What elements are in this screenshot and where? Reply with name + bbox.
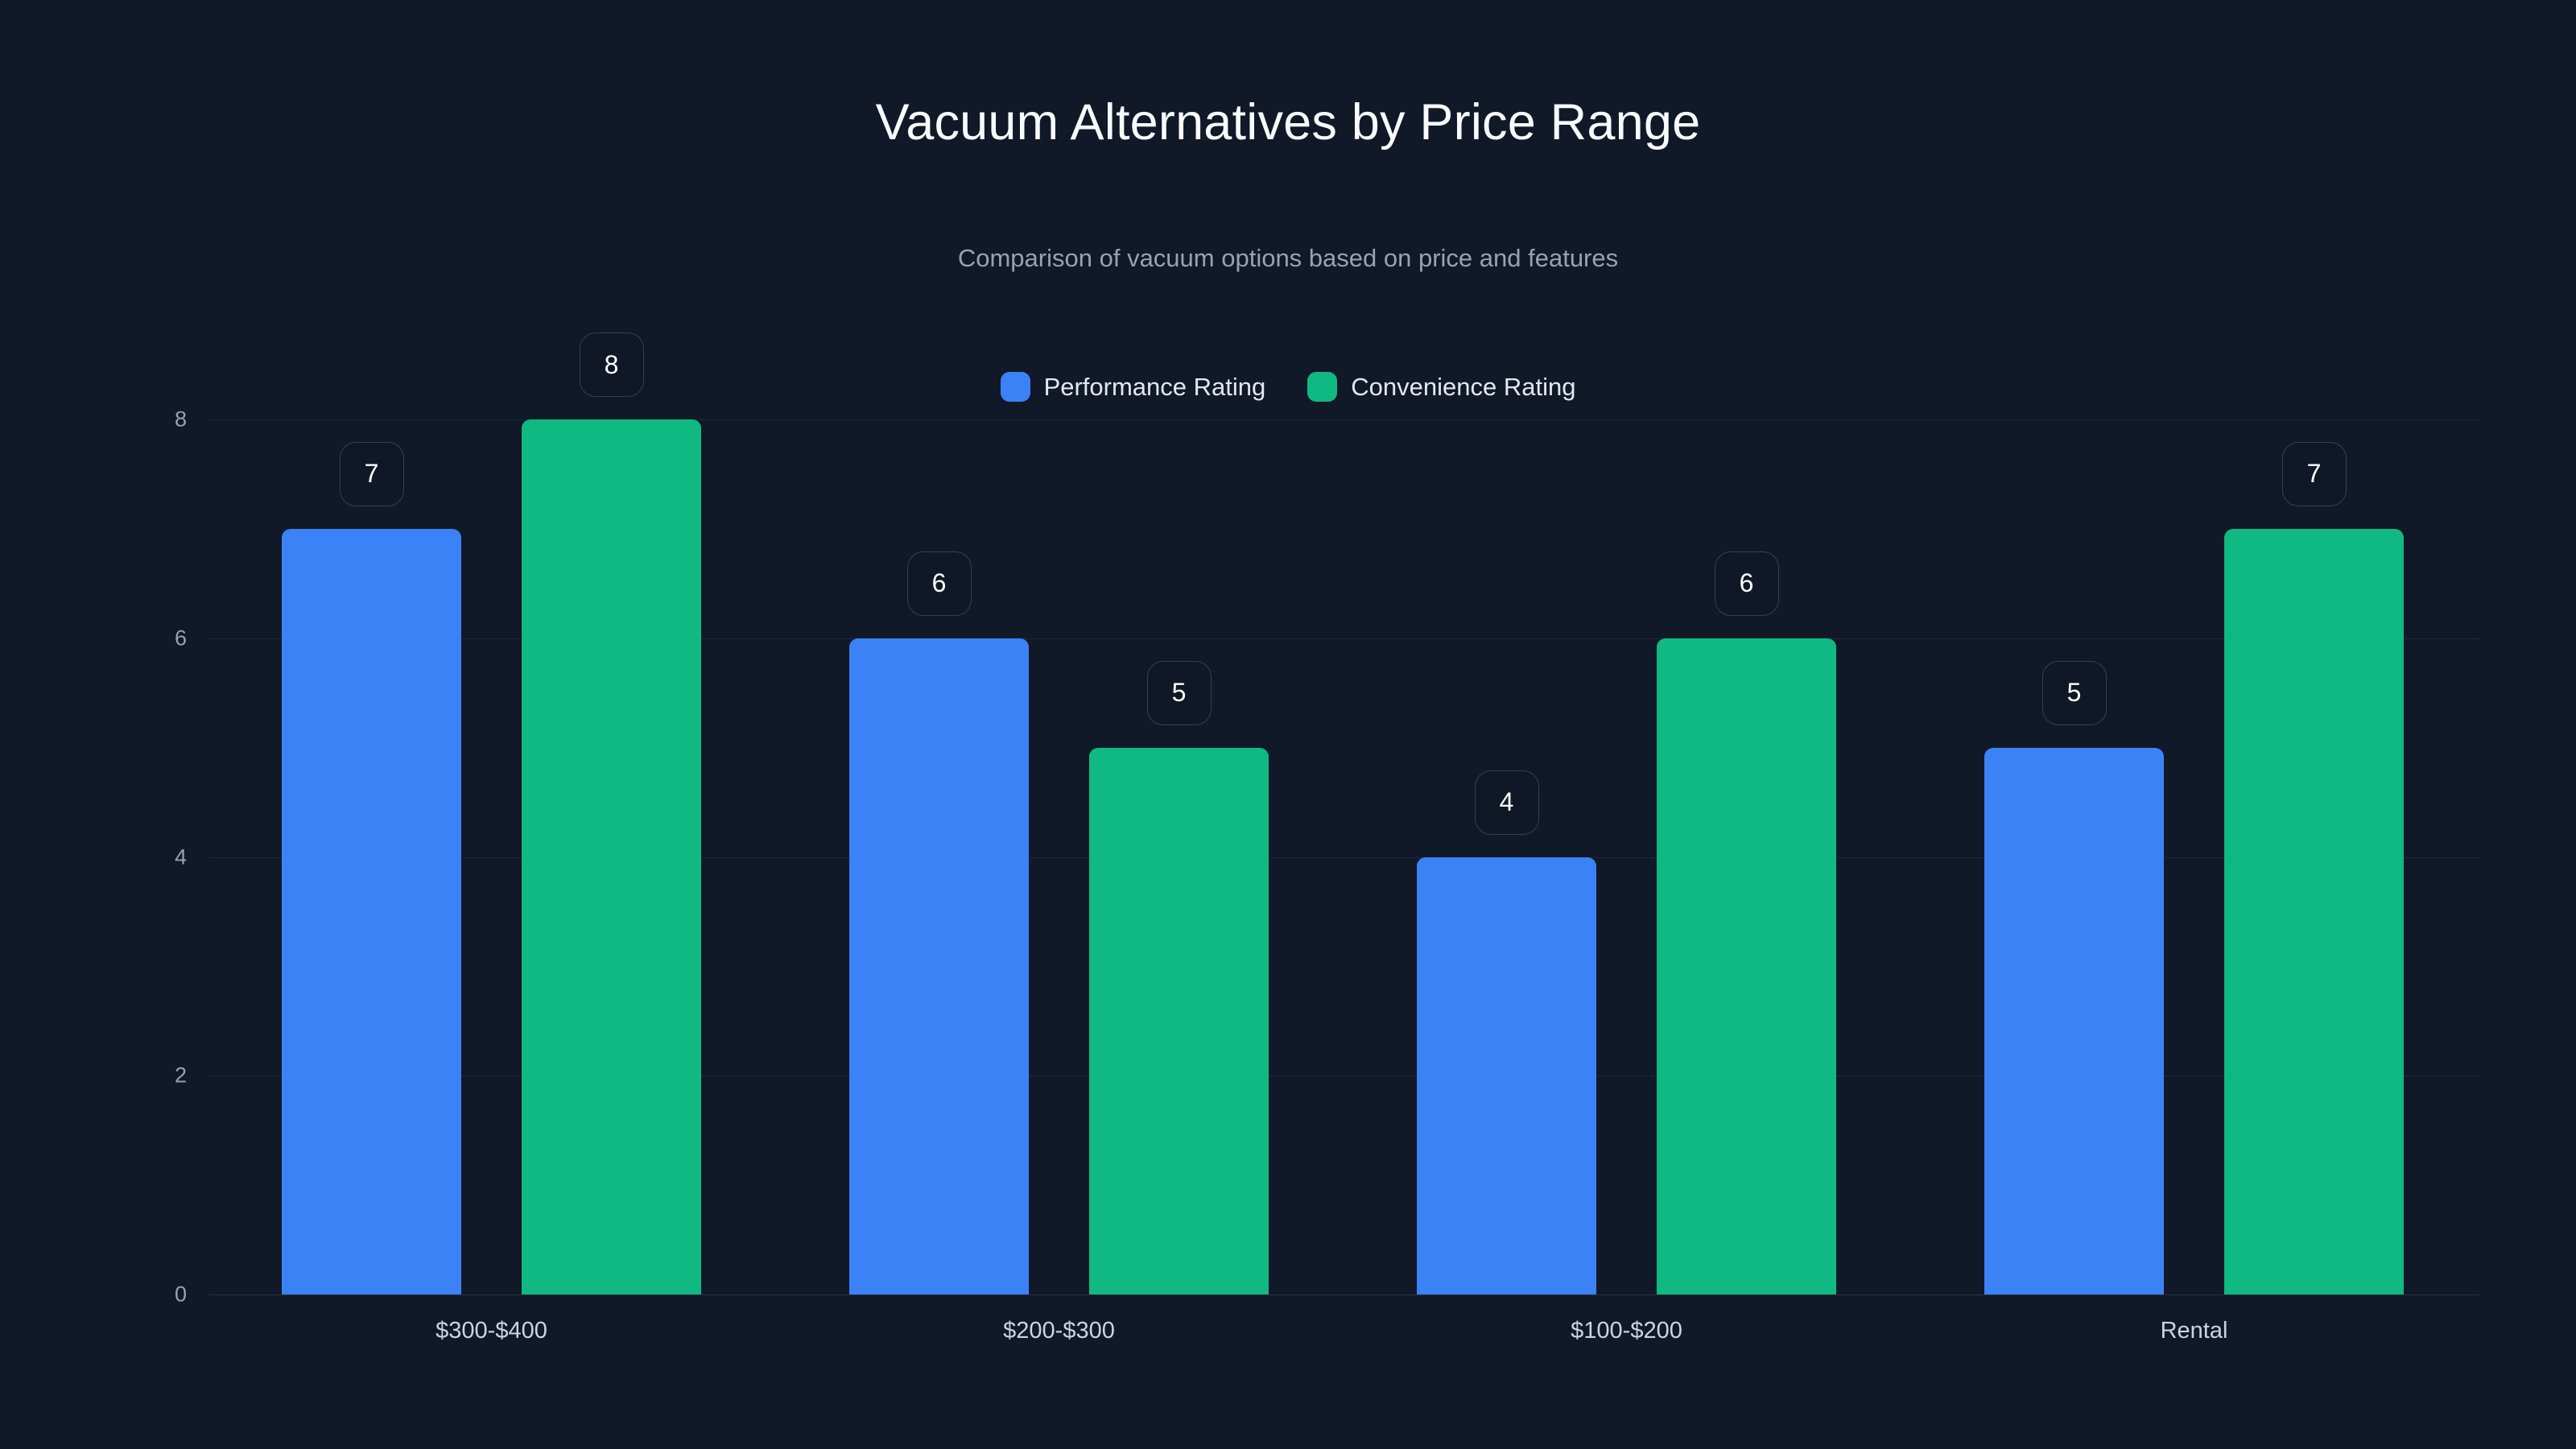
- legend-swatch-icon-performance: [1000, 372, 1030, 402]
- bar-0-1[interactable]: [522, 419, 701, 1294]
- gridline-y-2: [209, 1075, 2479, 1077]
- chart-subtitle: Comparison of vacuum options based on pr…: [957, 244, 1619, 272]
- legend-item-performance-rating[interactable]: Performance Rating: [1000, 372, 1266, 402]
- y-axis-tick-labels: 0 2 4 6 8: [0, 407, 209, 1307]
- bar-2-0[interactable]: [1417, 857, 1596, 1294]
- gridline-y-4: [209, 857, 2479, 858]
- bar-3-1[interactable]: [2224, 528, 2404, 1294]
- value-badge-2-1: 6: [1714, 551, 1779, 616]
- plot-area: 7 8 6 5 4 6 5 7: [209, 332, 2479, 1295]
- gridline-y-8: [209, 419, 2479, 420]
- bar-2-1[interactable]: [1657, 638, 1836, 1294]
- value-badge-2-0: 4: [1474, 770, 1539, 835]
- x-tick-label-1: $200-$300: [1003, 1318, 1115, 1344]
- y-tick-label-0: 0: [174, 1282, 187, 1307]
- bar-1-1[interactable]: [1089, 747, 1269, 1294]
- legend-item-convenience-rating[interactable]: Convenience Rating: [1307, 372, 1575, 402]
- y-tick-label-6: 6: [174, 625, 187, 650]
- y-tick-label-8: 8: [174, 407, 187, 431]
- x-tick-label-0: $300-$400: [436, 1318, 547, 1344]
- x-tick-label-3: Rental: [2160, 1318, 2228, 1344]
- value-badge-0-1: 8: [579, 332, 644, 397]
- value-badge-1-0: 6: [906, 551, 972, 616]
- bar-1-0[interactable]: [849, 638, 1029, 1294]
- value-badge-0-0: 7: [339, 441, 404, 506]
- bar-0-0[interactable]: [282, 528, 461, 1294]
- y-tick-label-2: 2: [174, 1063, 187, 1088]
- value-badge-1-1: 5: [1146, 660, 1212, 725]
- chart-legend: Performance Rating Convenience Rating: [0, 372, 2576, 402]
- value-badge-3-0: 5: [2041, 660, 2107, 725]
- bar-3-0[interactable]: [1984, 747, 2164, 1294]
- gridline-y-6: [209, 638, 2479, 639]
- legend-label-convenience: Convenience Rating: [1351, 373, 1576, 401]
- chart-title: Vacuum Alternatives by Price Range: [875, 94, 1701, 151]
- y-tick-label-4: 4: [174, 844, 187, 869]
- legend-label-performance: Performance Rating: [1043, 373, 1266, 401]
- gridline-y-0: [209, 1294, 2479, 1295]
- value-badge-3-1: 7: [2281, 441, 2347, 506]
- legend-swatch-icon-convenience: [1307, 372, 1338, 402]
- x-tick-label-2: $100-$200: [1571, 1318, 1682, 1344]
